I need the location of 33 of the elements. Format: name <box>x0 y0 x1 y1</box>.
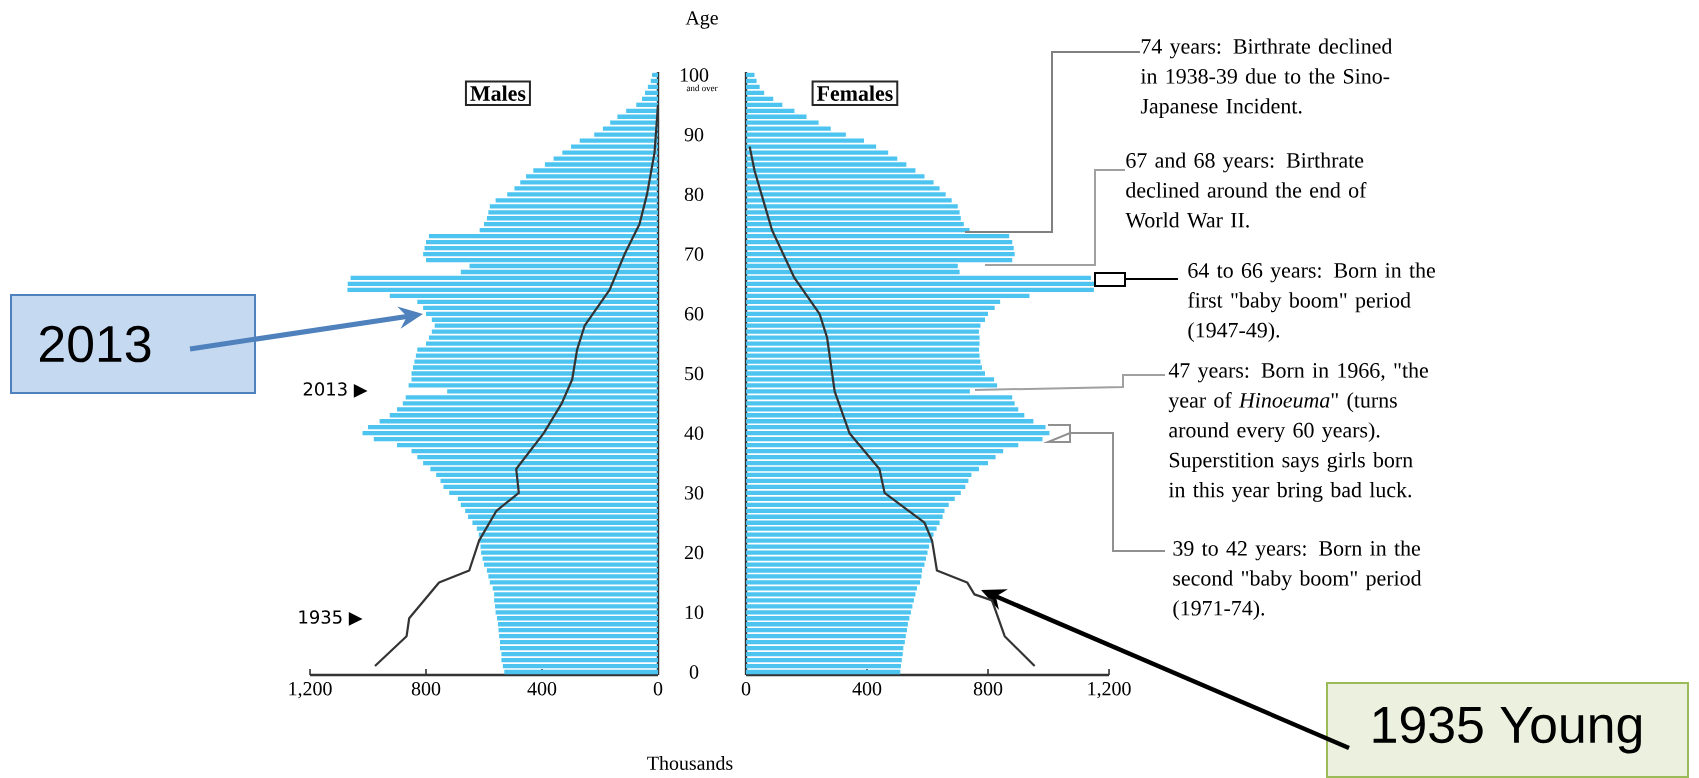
text: 47 years: Born in 1966, "the year of Hinoeuma" (turns around every 60 years). Superstition says girls born in this year bring bad luck. <box>1168 362 1428 502</box>
text: 1935 Young <box>1373 706 1641 754</box>
text: 67 and 68 years: Birthrate declined around the end of World War II. <box>1125 152 1367 228</box>
text: 64 to 66 years: Born in the first "baby boom" period (1947-49). <box>1188 262 1436 343</box>
y-tick-label: 80 <box>684 187 704 202</box>
x-tick-label: 800 <box>411 682 441 696</box>
x-tick-label: 400 <box>527 682 557 696</box>
y-tick-label: 70 <box>685 247 704 261</box>
annotation: 1935 ▶ <box>299 610 363 626</box>
y-tick-label: 90 <box>684 127 704 142</box>
chart-title: Females <box>816 85 893 101</box>
y-tick-label: 40 <box>684 426 704 440</box>
text: 39 to 42 years: Born in the second "baby boom" period (1971-74). <box>1173 540 1422 621</box>
y-tick-label: 50 <box>685 366 704 381</box>
y-tick-label: 100 <box>680 68 709 82</box>
annotation: 2013 ▶ <box>303 382 368 398</box>
x-tick-label: 800 <box>973 682 1003 696</box>
text: 2013 <box>39 325 151 363</box>
x-tick-label: 0 <box>741 682 751 696</box>
y-axis-title: Age <box>685 11 718 29</box>
y-tick-label: 20 <box>684 545 704 560</box>
x-tick-label: 0 <box>653 682 663 696</box>
x-tick-label: 400 <box>852 682 882 696</box>
x-tick-label: 1,200 <box>289 682 332 699</box>
chart-title: Males <box>470 85 526 101</box>
y-tick-label: 10 <box>685 605 704 620</box>
x-tick-label: 1,200 <box>1088 682 1131 699</box>
text: and over <box>686 84 718 92</box>
y-tick-label: 0 <box>689 665 699 679</box>
y-tick-label: 60 <box>684 307 704 321</box>
y-tick-label: 30 <box>685 486 704 500</box>
x-axis-title: Thousands <box>647 755 733 770</box>
text: 74 years: Birthrate declined in 1938-39 due to the Sino-Japanese Incident. <box>1140 38 1393 119</box>
